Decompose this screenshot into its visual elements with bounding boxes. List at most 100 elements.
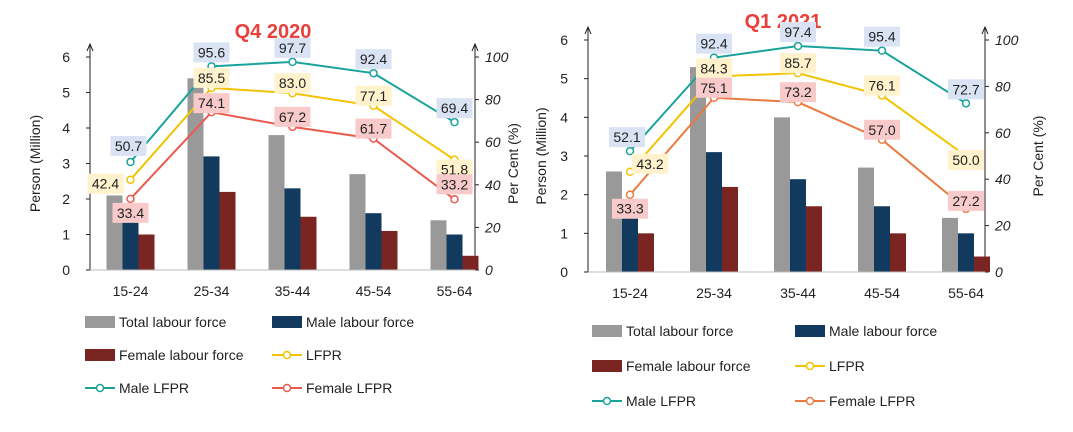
x-tick-label: 55-64 xyxy=(437,283,473,299)
bar-male-labour-force xyxy=(958,233,974,272)
data-label-bg xyxy=(193,67,230,88)
data-label-bg xyxy=(696,58,732,79)
data-label: 73.2 xyxy=(784,84,811,100)
line-marker xyxy=(961,99,971,108)
legend-label: LFPR xyxy=(829,358,865,374)
data-label-bg xyxy=(948,79,984,100)
data-label-bg xyxy=(696,33,732,54)
x-tick-label: 15-24 xyxy=(113,283,149,299)
data-label-bg xyxy=(274,37,311,58)
y2-tick-label: 20 xyxy=(994,218,1011,234)
y-tick-label: 2 xyxy=(62,191,70,207)
legend-item-male-labour-force: Male labour force xyxy=(272,314,414,330)
bar-male-labour-force xyxy=(706,152,722,272)
data-label: 61.7 xyxy=(360,121,387,137)
line-lfpr xyxy=(129,86,456,181)
data-label-bg xyxy=(436,174,473,195)
bar-total-labour-force xyxy=(690,67,706,272)
x-tick-label: 45-54 xyxy=(864,285,900,301)
legend-marker xyxy=(282,350,292,360)
data-label-bg xyxy=(355,49,392,70)
y2-tick-label: 80 xyxy=(485,92,501,108)
x-tick-label: 55-64 xyxy=(948,285,984,301)
line-marker xyxy=(126,157,135,167)
line-marker xyxy=(126,175,135,184)
data-label-bg xyxy=(193,93,230,114)
y2-tick-label: 100 xyxy=(995,32,1019,48)
legend-swatch xyxy=(272,316,302,328)
bar-female-labour-force xyxy=(722,186,738,272)
legend-item-female-labour-force: Female labour force xyxy=(592,358,751,374)
data-label: 50.0 xyxy=(952,152,979,168)
y-tick-label: 2 xyxy=(560,187,568,203)
data-label-bg xyxy=(436,98,473,119)
legend-marker xyxy=(282,383,292,393)
data-label-bg xyxy=(355,85,392,106)
legend-marker xyxy=(805,396,815,406)
data-label: 97.7 xyxy=(279,40,306,56)
legend-label: Male LFPR xyxy=(119,380,189,396)
y-axis-title: Person (Million) xyxy=(27,115,43,212)
data-label: 95.4 xyxy=(868,29,895,45)
data-label-bg xyxy=(609,127,645,148)
line-marker xyxy=(450,117,459,127)
bar-male-labour-force xyxy=(365,213,382,270)
legend-label: LFPR xyxy=(306,347,342,363)
bar-female-labour-force xyxy=(638,233,654,272)
y-tick-label: 5 xyxy=(560,71,568,87)
line-marker xyxy=(288,57,297,67)
bar-total-labour-force xyxy=(268,135,285,270)
legend-item-female-lfpr: Female LFPR xyxy=(795,393,915,409)
bar-total-labour-force xyxy=(858,167,874,272)
legend-label: Total labour force xyxy=(119,314,227,330)
legend-swatch xyxy=(85,316,115,328)
y-tick-label: 0 xyxy=(62,262,70,278)
data-label-bg xyxy=(864,26,900,47)
data-label-bg xyxy=(864,119,900,140)
data-label-bg xyxy=(110,136,147,157)
data-label-bg xyxy=(355,118,392,139)
legend-item-male-lfpr: Male LFPR xyxy=(592,393,696,409)
bar-female-labour-force xyxy=(890,233,906,272)
data-label: 77.1 xyxy=(360,88,387,104)
y-tick-label: 6 xyxy=(62,49,70,65)
data-label-bg xyxy=(780,22,816,43)
data-label: 69.4 xyxy=(441,100,468,116)
legend-label: Female LFPR xyxy=(829,393,915,409)
data-label: 33.3 xyxy=(616,201,643,217)
data-label: 72.7 xyxy=(952,81,979,97)
legend-item-male-labour-force: Male labour force xyxy=(795,323,937,339)
bar-male-labour-force xyxy=(622,206,638,272)
data-label-bg xyxy=(193,42,230,63)
legend-label: Female LFPR xyxy=(306,380,392,396)
data-label-bg xyxy=(948,190,984,211)
data-label-bg xyxy=(780,82,816,103)
data-label: 92.4 xyxy=(700,36,727,52)
bar-female-labour-force xyxy=(219,191,236,270)
legend-swatch xyxy=(85,349,115,361)
y2-tick-label: 20 xyxy=(484,219,501,235)
bar-female-labour-force xyxy=(300,216,317,270)
legend-item-lfpr: LFPR xyxy=(272,347,342,363)
data-label-bg xyxy=(632,153,668,174)
legend-label: Female labour force xyxy=(119,347,244,363)
y2-tick-label: 80 xyxy=(995,78,1011,94)
legend-swatch xyxy=(795,325,825,337)
legend-label: Female labour force xyxy=(626,358,751,374)
data-label: 52.1 xyxy=(613,129,640,145)
legend-marker xyxy=(805,361,815,371)
bar-male-labour-force xyxy=(203,156,220,270)
bar-male-labour-force xyxy=(122,216,139,270)
line-marker xyxy=(625,190,635,199)
legend-swatch xyxy=(592,360,622,372)
line-marker xyxy=(877,46,887,55)
x-tick-label: 25-34 xyxy=(194,283,230,299)
data-label-bg xyxy=(780,53,816,74)
data-label: 84.3 xyxy=(700,60,727,76)
x-tick-label: 45-54 xyxy=(356,283,392,299)
x-tick-label: 15-24 xyxy=(612,285,648,301)
bar-male-labour-force xyxy=(284,188,301,270)
y2-tick-label: 60 xyxy=(995,125,1011,141)
chart-title: Q4 2020 xyxy=(235,21,312,43)
